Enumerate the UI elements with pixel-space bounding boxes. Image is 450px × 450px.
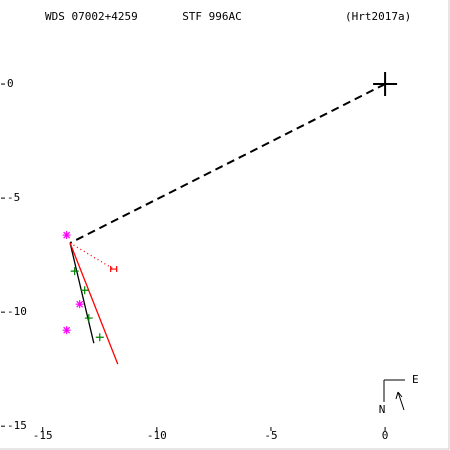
x-tick-label: -5 [264,429,277,442]
point [80,286,89,295]
y-tick-label: 0 [7,77,14,90]
y-tick-label: -10 [7,305,27,318]
compass-north: N [379,403,386,416]
series-line [69,242,95,344]
point [70,267,79,276]
series-line [69,83,386,244]
compass-axes [383,379,405,402]
compass-arrow [395,391,405,411]
compass-east: E [412,373,419,386]
point [373,72,398,97]
series-line [69,242,115,270]
point [75,300,84,309]
y-tick-label: -5 [7,191,20,204]
point [95,333,104,342]
x-tick-label: 0 [382,429,389,442]
point [62,231,71,240]
series-line [69,242,119,365]
y-tick-label: -15 [7,419,27,432]
point [84,314,93,323]
title-center: STF 996AC [182,10,242,23]
point [110,266,118,273]
point [62,326,71,335]
x-tick-label: -10 [147,429,167,442]
title-right: (Hrt2017a) [345,10,411,23]
x-tick-label: -15 [33,429,53,442]
title-left: WDS 07002+4259 [45,10,138,23]
